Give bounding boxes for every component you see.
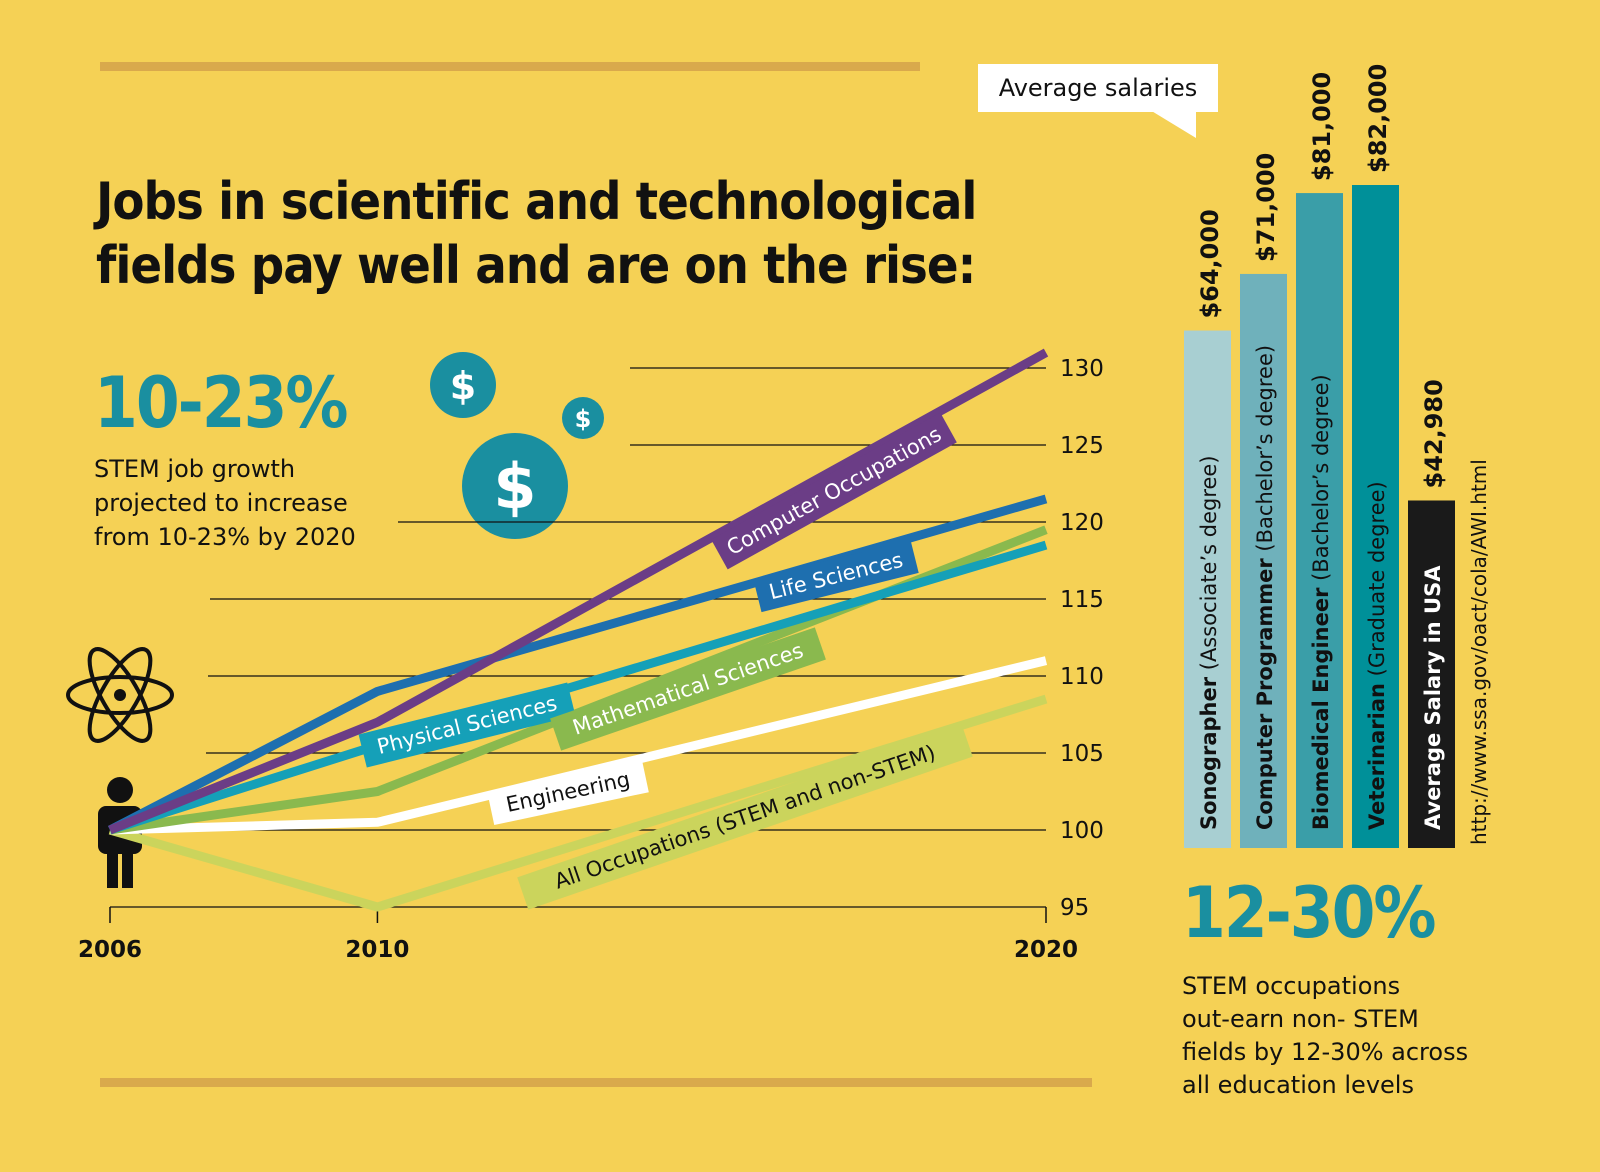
x-tick-label: 2006 [78,937,142,963]
line-chart-gridlines: 95 100 105 110 115 120 125 130 [110,356,1104,921]
svg-text:$: $ [450,364,476,408]
salary-bar-label: Computer Programmer (Bachelor’s degree) [1253,345,1277,830]
salary-bar-chart: Sonographer (Associate’s degree) $64,000 C… [1184,64,1455,848]
salary-bar [1408,500,1455,848]
series-label-background [517,724,973,910]
top-rule [100,62,920,71]
y-tick-label: 100 [1060,818,1104,844]
stat-earn-line-3: fields by 12-30% across [1182,1038,1469,1066]
stat-growth-line-2: projected to increase [94,489,348,517]
stat-earn-description: STEM occupations out-earn non- STEM fiel… [1182,970,1468,1102]
stat-growth-value: 10-23% [94,362,349,444]
salary-bar [1352,185,1399,848]
salary-bar-degree: (Associate’s degree) [1197,455,1221,676]
stat-earn-line-2: out-earn non- STEM [1182,1005,1419,1033]
stat-growth-description: STEM job growth projected to increase fr… [94,452,356,554]
stat-earn: 12-30% STEM occupations out-earn non- ST… [1182,878,1468,1102]
series-label-background [753,539,919,613]
series-line [109,525,1048,835]
salary-title-pointer [1150,110,1196,138]
stat-earn-value: 12-30% [1182,872,1437,954]
series-label-background [487,758,649,826]
x-tick-label: 2010 [345,937,409,963]
series-label-background [358,682,576,768]
series-label-background [711,412,957,570]
salary-bar-value: $42,980 [1420,379,1448,488]
bottom-rule [100,1078,1092,1087]
y-tick-label: 105 [1060,741,1104,767]
headline-line-2: fields pay well and are on the rise: [96,236,976,296]
salary-bar-label: Biomedical Engineer (Bachelor’s degree) [1309,374,1333,830]
svg-text:$: $ [493,450,536,523]
y-tick-label: 125 [1060,433,1104,459]
source-url: http://www.ssa.gov/oact/cola/AWI.html [1467,459,1491,845]
headline: Jobs in scientific and technological fie… [96,170,996,298]
dollar-icon: $ [430,352,496,418]
salary-bar-degree: (Graduate degree) [1365,481,1389,683]
salary-bar-value: $71,000 [1252,153,1280,262]
stat-growth-line-3: from 10-23% by 2020 [94,523,356,551]
series-label: Life Sciences [753,539,919,613]
y-tick-label: 115 [1060,587,1104,613]
series-line [109,656,1048,835]
series-label: All Occupations (STEM and non-STEM) [517,724,973,910]
y-tick-label: 95 [1060,895,1089,921]
y-tick-label: 110 [1060,664,1104,690]
salary-bar-role: Veterinarian [1365,683,1389,830]
salary-bar-label: Veterinarian (Graduate degree) [1365,481,1389,830]
salary-bar-label: Sonographer (Associate’s degree) [1197,455,1221,830]
stat-earn-line-4: all education levels [1182,1071,1414,1099]
stat-growth: 10-23% STEM job growth projected to incr… [94,368,356,554]
series-label: Engineering [487,758,649,826]
salary-bar-role: Average Salary in USA [1421,565,1445,830]
salary-bar-value: $82,000 [1364,64,1392,173]
dollar-icon: $ [462,433,568,539]
salary-bar [1240,273,1287,848]
headline-line-1: Jobs in scientific and technological [96,172,977,232]
salary-bar-value: $64,000 [1196,209,1224,318]
salary-bar-role: Biomedical Engineer [1309,587,1333,830]
series-label: Computer Occupations [711,412,957,570]
salary-bar-degree: (Bachelor’s degree) [1253,345,1277,558]
y-tick-label: 130 [1060,356,1104,382]
dollar-icon: $ [562,397,604,439]
salary-bar [1296,193,1343,848]
salary-bar-role: Computer Programmer [1253,558,1277,830]
salary-bar-value: $81,000 [1308,72,1336,181]
series-label: Mathematical Sciences [550,627,826,751]
stat-earn-line-1: STEM occupations [1182,972,1401,1000]
salary-title: Average salaries [978,64,1218,112]
series-label-background [550,627,826,751]
svg-text:$: $ [575,405,592,433]
salary-bar-role: Sonographer [1197,676,1221,830]
salary-bar-degree: (Bachelor’s degree) [1309,374,1333,587]
y-tick-label: 120 [1060,510,1104,536]
series-line [108,694,1048,912]
x-tick-label: 2020 [1014,937,1078,963]
line-chart-x-axis: 2006 2010 2020 [78,906,1078,963]
salary-bar [1184,330,1231,848]
atom-icon [66,647,174,743]
series-line [108,348,1049,835]
stat-growth-line-1: STEM job growth [94,455,296,483]
salary-bar-label: Average Salary in USA [1421,565,1445,830]
